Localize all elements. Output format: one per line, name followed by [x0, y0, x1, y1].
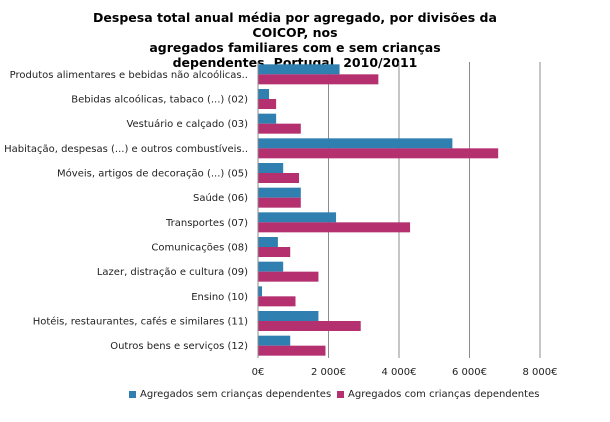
category-label: Comunicações (08)	[151, 243, 248, 254]
bar-com	[258, 99, 277, 109]
category-label: Vestuário e calçado (03)	[126, 118, 248, 130]
legend-label: Agregados sem crianças dependentes	[140, 389, 331, 400]
bar-sem	[258, 335, 291, 346]
bar-com	[258, 197, 301, 208]
category-label: Lazer, distração e cultura (09)	[97, 267, 248, 278]
bar-com	[258, 123, 301, 134]
x-tick-label: 8 000€	[523, 367, 558, 378]
bar-com	[258, 296, 296, 307]
category-label: Outros bens e serviços (12)	[110, 341, 248, 352]
category-label: Transportes (07)	[165, 218, 248, 229]
bar-com	[258, 222, 411, 233]
bar-com	[258, 321, 361, 331]
category-label: Móveis, artigos de decoração (...) (05)	[57, 168, 248, 180]
bar-sem	[258, 212, 337, 223]
x-tick-label: 0€	[252, 367, 265, 378]
category-label: Ensino (10)	[191, 292, 248, 303]
bar-sem	[258, 237, 278, 247]
category-label: Hotéis, restaurantes, cafés e similares …	[33, 316, 248, 328]
bar-sem	[258, 311, 319, 321]
bar-sem	[258, 113, 277, 124]
legend-swatch	[337, 391, 344, 398]
category-label: Bebidas alcoólicas, tabaco (...) (02)	[71, 94, 248, 106]
bar-sem	[258, 163, 284, 173]
x-tick-label: 4 000€	[382, 367, 417, 378]
bar-com	[258, 74, 379, 85]
bar-com	[258, 345, 326, 356]
bar-sem	[258, 138, 453, 149]
legend-swatch	[129, 391, 136, 398]
bar-com	[258, 148, 499, 159]
category-label: Saúde (06)	[193, 192, 248, 204]
bar-com	[258, 247, 291, 257]
bar-sem	[258, 89, 270, 99]
bar-sem	[258, 187, 301, 198]
bar-com	[258, 173, 300, 183]
bar-com	[258, 271, 319, 282]
bar-sem	[258, 286, 263, 297]
category-label: Habitação, despesas (...) e outros combu…	[4, 143, 248, 155]
category-label: Produtos alimentares e bebidas não alcoó…	[10, 69, 248, 81]
legend-label: Agregados com crianças dependentes	[348, 389, 539, 400]
x-tick-label: 6 000€	[452, 367, 487, 378]
bar-sem	[258, 261, 284, 272]
x-tick-label: 2 000€	[311, 367, 346, 378]
bar-sem	[258, 64, 340, 75]
